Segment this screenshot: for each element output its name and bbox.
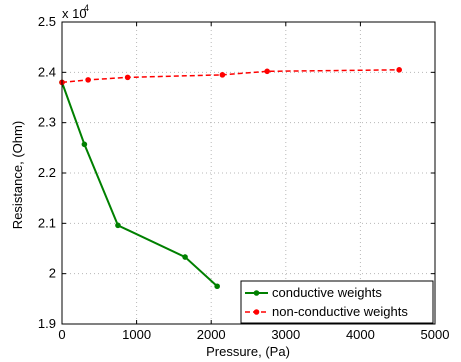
data-point-conductive [81, 141, 88, 148]
data-point-non-conductive [219, 72, 226, 78]
y-tick-label: 2.4 [38, 64, 56, 79]
x-tick-label: 3000 [271, 327, 300, 342]
y-tick-label: 2.5 [38, 14, 56, 29]
y-tick-label: 1.9 [38, 316, 56, 331]
legend-marker-non-conductive [253, 309, 260, 315]
data-point-conductive [115, 222, 121, 229]
y-tick-label: 2.2 [38, 165, 56, 180]
x-tick-label: 2000 [197, 327, 226, 342]
y-tick-label: 2.1 [38, 215, 56, 230]
x-axis-title: Pressure, (Pa) [206, 344, 290, 359]
series-layer [59, 67, 402, 290]
x-tick-label: 0 [58, 327, 65, 342]
series-line-non-conductive [61, 69, 400, 84]
x-tick-label: 5000 [421, 327, 450, 342]
data-point-conductive [214, 283, 220, 290]
legend-box [240, 280, 434, 324]
y-tick-label: 2.3 [38, 115, 56, 130]
data-point-non-conductive [264, 68, 270, 75]
x-tick-label: 1000 [122, 327, 151, 342]
tick-labels: 0 1000 2000 3000 4000 5000 1.9 2 2.1 2.2 2.3 2.4 2.5 [38, 14, 450, 342]
y-tick-label: 2 [49, 266, 56, 281]
plot-background [62, 22, 435, 324]
y-exponent-power: 4 [84, 3, 89, 13]
data-point-non-conductive [124, 74, 131, 81]
legend: conductive weights non-conductive weight… [240, 280, 434, 324]
ticks [61, 21, 436, 325]
data-point-non-conductive [85, 77, 91, 83]
legend-marker-conductive [253, 290, 260, 296]
data-point-non-conductive [396, 67, 402, 73]
y-axis-title: Resistance, (Ohm) [10, 121, 25, 229]
legend-label-non-conductive: non-conductive weights [272, 304, 408, 319]
data-point-conductive [182, 254, 188, 260]
y-exponent-base: x 10 [62, 6, 87, 21]
x-tick-label: 4000 [346, 327, 375, 342]
legend-label-conductive: conductive weights [272, 285, 382, 300]
